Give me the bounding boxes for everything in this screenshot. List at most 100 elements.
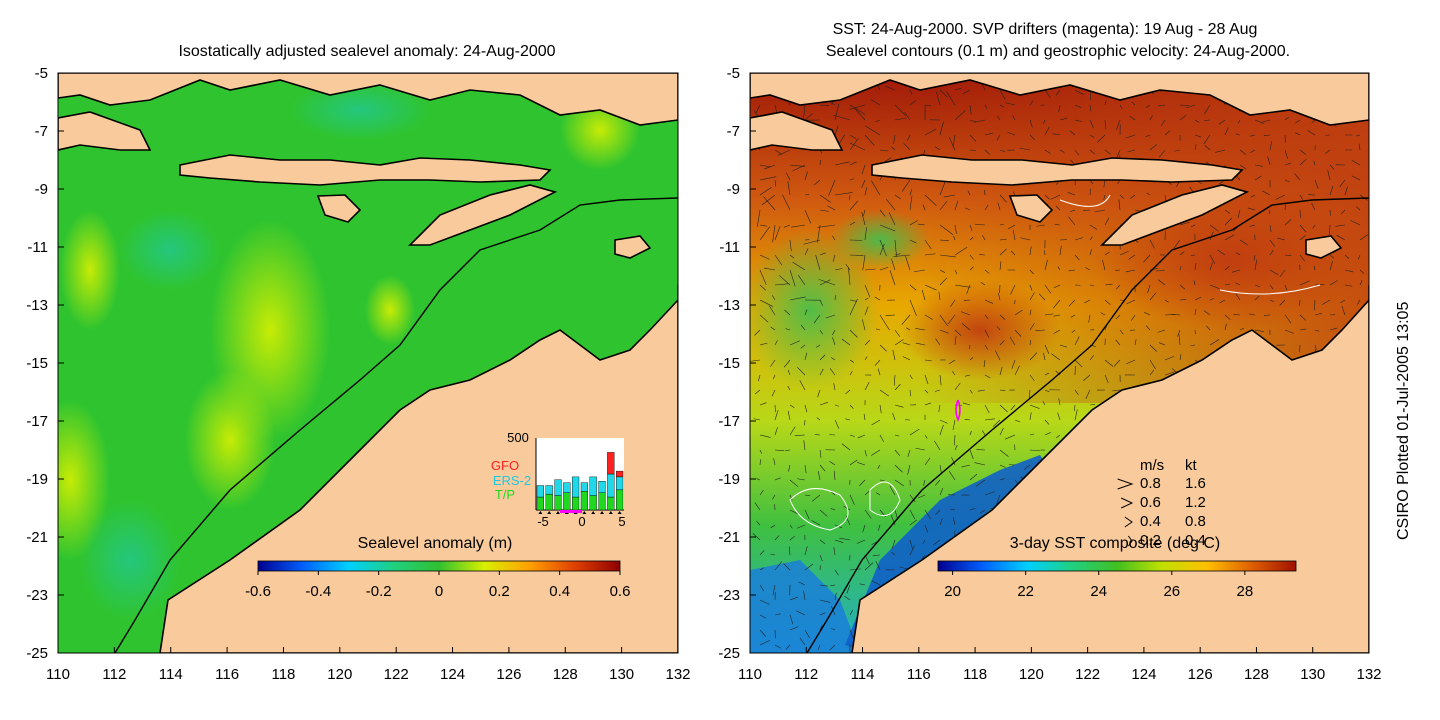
- key-rows: 0.8 1.6 0.6 1.2 0.4 0.8 0.2 0.4: [1117, 475, 1206, 549]
- inset-bar-tp: [580, 491, 589, 511]
- right-lon-tick: 132: [1356, 666, 1381, 683]
- left-shelf-contour: [114, 197, 678, 653]
- inset-bar-gfo: [607, 452, 615, 475]
- right-lon-tick: 128: [1244, 666, 1269, 683]
- left-colorbar-tick: -0.4: [305, 583, 331, 600]
- right-lat-tick: -13: [718, 297, 740, 314]
- right-lon-tick: 112: [794, 666, 818, 683]
- right-lon-tick: 126: [1188, 666, 1213, 683]
- key-arrow: [1124, 516, 1133, 528]
- left-colorbar-tick: -0.2: [366, 583, 392, 600]
- inset-drifter-marker: [560, 510, 582, 513]
- left-lat-tick: -11: [27, 239, 48, 256]
- key-header-ms: m/s: [1140, 457, 1164, 474]
- inset-xtick-1: 0: [578, 514, 585, 529]
- inset-bar-tp: [572, 496, 580, 511]
- right-lon-tick: 110: [738, 666, 762, 683]
- right-lat-tick: -23: [718, 587, 740, 604]
- left-lat-tick: -7: [35, 123, 48, 140]
- inset-bar-tp: [536, 496, 545, 511]
- inset-bar-tp: [616, 489, 624, 511]
- right-lat-tick: -15: [718, 355, 740, 372]
- sealevel-contour: [789, 488, 849, 531]
- left-colorbar-tick: 0.2: [489, 583, 510, 600]
- left-lat-tick: -17: [26, 413, 48, 430]
- inset-bar-ers-2: [616, 476, 624, 491]
- right-colorbar-tick: 28: [1237, 583, 1254, 600]
- inset-bar-tp: [598, 492, 606, 511]
- right-lat-tick: -5: [727, 65, 740, 82]
- right-colorbar-label: 3-day SST composite (deg C): [1010, 535, 1220, 552]
- inset-xtick-2: 5: [618, 514, 625, 529]
- right-panel-title-1: SST: 24-Aug-2000. SVP drifters (magenta)…: [833, 21, 1258, 38]
- right-lat-tick: -19: [718, 471, 740, 488]
- right-map-panel: SST: 24-Aug-2000. SVP drifters (magenta)…: [749, 21, 1370, 654]
- legend-gfo: GFO: [491, 458, 519, 473]
- inset-xtick-0: -5: [537, 514, 549, 529]
- left-map-panel: Isostatically adjusted sealevel anomaly:…: [57, 43, 679, 654]
- key-arrow: [1127, 535, 1133, 547]
- left-lat-tick: -13: [26, 297, 48, 314]
- inset-bar-ers-2: [563, 482, 571, 493]
- left-lat-tick: -25: [26, 645, 48, 662]
- left-axes: 110 112 114 116 118 120 122 124 126 128 130 132 -5 -7…: [26, 65, 690, 683]
- right-lon-tick: 118: [963, 666, 987, 683]
- inset-bar-ers-2: [580, 482, 589, 492]
- right-lon-tick: 122: [1075, 666, 1100, 683]
- left-lon-tick: 122: [384, 666, 409, 683]
- left-lon-tick: 126: [496, 666, 521, 683]
- right-lat-tick: -25: [718, 645, 740, 662]
- right-lon-tick: 120: [1019, 666, 1044, 683]
- inset-bar-ers-2: [572, 476, 580, 498]
- inset-bar-gfo: [616, 470, 624, 478]
- inset-bars: [536, 452, 624, 514]
- key-ms-value: 0.2: [1140, 532, 1161, 549]
- left-lon-tick: 118: [271, 666, 295, 683]
- key-ms-value: 0.6: [1140, 494, 1161, 511]
- left-inset-chart: 500 GFO ERS-2 T/P -5 0 5: [491, 430, 626, 529]
- right-colorbar-strip: [937, 560, 1297, 572]
- left-lat-tick: -5: [35, 65, 48, 82]
- left-lat-tick: -19: [26, 471, 48, 488]
- right-lat-tick: -7: [727, 123, 740, 140]
- key-kt-value: 0.4: [1185, 532, 1206, 549]
- inset-bar-ers-2: [589, 476, 597, 496]
- key-kt-value: 1.2: [1185, 494, 1206, 511]
- right-lat-tick: -21: [718, 529, 740, 546]
- right-map-field: [750, 73, 1369, 653]
- right-lon-tick: 130: [1300, 666, 1325, 683]
- inset-bar-ers-2: [554, 479, 562, 496]
- inset-bar-ers-2: [598, 481, 606, 493]
- left-colorbar-tick: 0: [435, 583, 443, 600]
- right-lat-tick: -9: [727, 181, 740, 198]
- legend-ers2: ERS-2: [493, 473, 531, 488]
- inset-bar-ers-2: [607, 473, 615, 498]
- left-colorbar-strip: [257, 560, 621, 572]
- right-colorbar-tick: 20: [944, 583, 961, 600]
- right-sst-warm: [1090, 190, 1369, 330]
- left-lon-tick: 110: [46, 666, 70, 683]
- inset-bar-tp: [607, 496, 615, 511]
- key-kt-value: 1.6: [1185, 475, 1206, 492]
- key-kt-value: 0.8: [1185, 513, 1206, 530]
- inset-bar-tp: [545, 493, 553, 511]
- left-lat-tick: -9: [35, 181, 48, 198]
- left-lon-tick: 130: [609, 666, 634, 683]
- right-colorbar-tick: 22: [1017, 583, 1034, 600]
- key-header-kt: kt: [1185, 457, 1198, 474]
- key-arrow: [1120, 497, 1134, 509]
- left-lon-tick: 112: [102, 666, 126, 683]
- inset-bar-tp: [554, 495, 562, 511]
- inset-bar-tp: [563, 492, 571, 511]
- right-colorbar-ticks: 20 22 24 26 28: [944, 571, 1253, 600]
- right-colorbar-tick: 26: [1163, 583, 1180, 600]
- left-colorbar-tick: 0.6: [610, 583, 631, 600]
- right-lon-tick: 114: [851, 666, 875, 683]
- right-sst-cool: [750, 230, 880, 390]
- left-colorbar-ticks: -0.6 -0.4 -0.2 0 0.2 0.4 0.6: [245, 571, 630, 600]
- left-panel-title: Isostatically adjusted sealevel anomaly:…: [178, 43, 555, 60]
- velocity-key: m/s kt 0.8 1.6 0.6 1.2 0.4 0.8 0.2 0.4: [1117, 457, 1206, 549]
- key-ms-value: 0.8: [1140, 475, 1161, 492]
- left-lon-tick: 116: [215, 666, 239, 683]
